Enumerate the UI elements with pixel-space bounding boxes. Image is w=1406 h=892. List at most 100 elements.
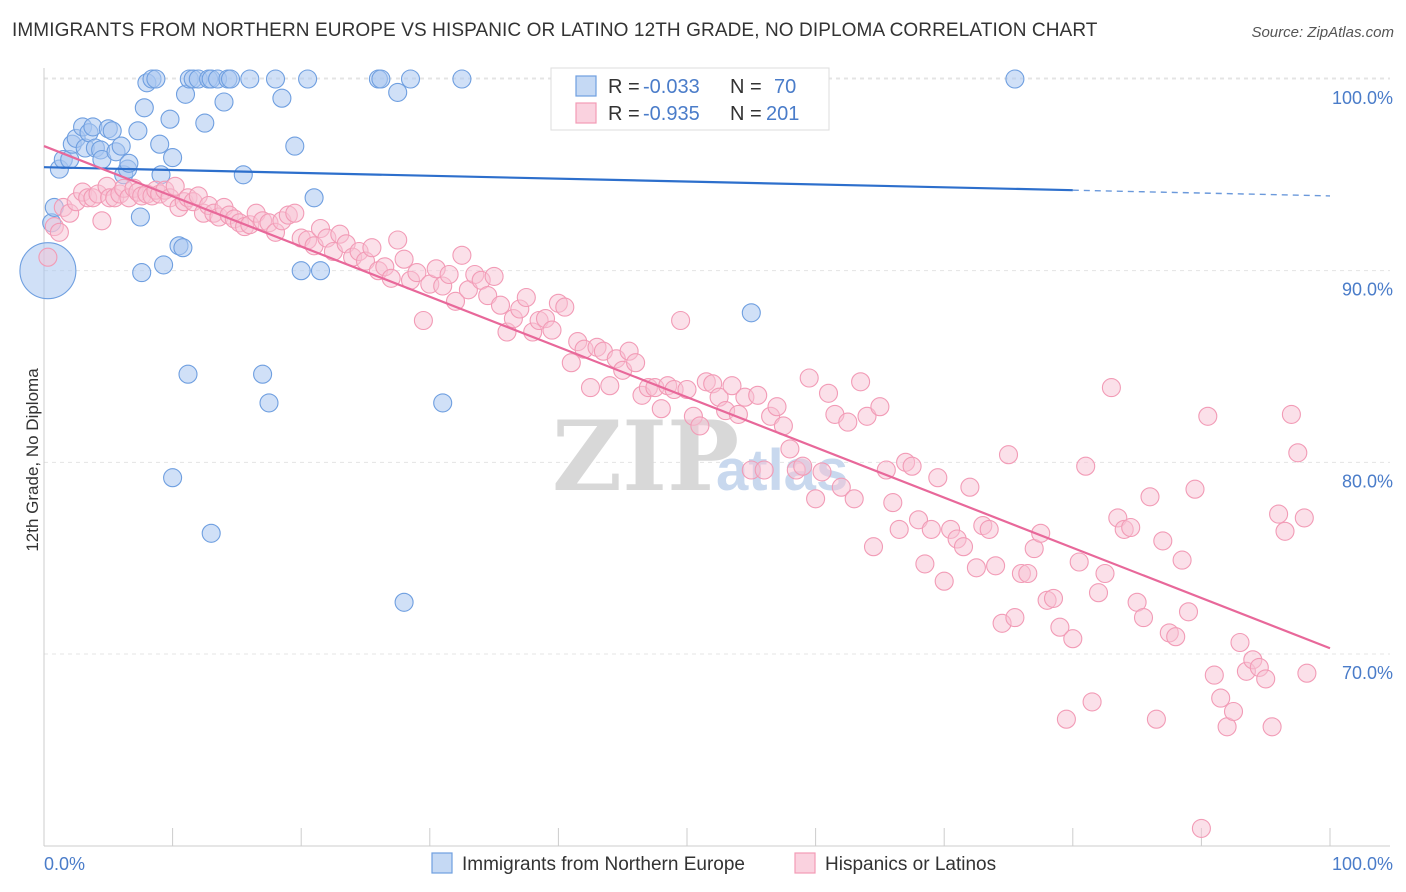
blue-point-64 [253,364,273,384]
blue-point-61 [741,303,761,323]
pink-point-200 [1262,717,1282,737]
pink-point-147 [921,519,941,539]
pink-point-182 [1146,709,1166,729]
blue-point-51 [285,136,305,156]
pink-point-90 [555,297,575,317]
pink-point-159 [998,445,1019,465]
pink-point-190 [1198,406,1218,426]
pink-point-201 [1269,504,1289,524]
pink-point-181 [1140,487,1160,507]
blue-point-68 [201,523,221,543]
trend-line-blue-extension [1072,189,1331,197]
blue-point-28 [146,69,166,89]
blue-point-54 [304,188,324,208]
blue-point-48 [240,69,260,89]
blue-point-49 [265,69,286,89]
blue-point-25 [134,98,154,118]
pink-point-199 [1256,669,1276,689]
pink-point-140 [876,460,896,480]
blue-point-66 [433,393,453,413]
pink-point-84 [516,287,536,308]
pink-point-187 [1178,602,1199,622]
blue-point-18 [111,136,131,156]
blue-point-62 [1005,69,1025,89]
pink-point-123 [767,397,787,417]
legend-box [550,67,830,131]
x-tick-label-1: 100.0% [1332,854,1393,874]
trend-line-blue [43,166,1073,192]
pink-point-64 [388,230,408,250]
pink-point-88 [542,320,562,340]
pink-point-111 [690,416,710,436]
pink-point-2 [49,222,69,242]
pink-point-105 [651,399,671,419]
legend-r-label-blue: R = [608,76,640,98]
pink-point-134 [838,412,858,432]
blue-point-50 [272,88,292,108]
pink-point-91 [561,353,581,373]
pink-point-175 [1101,378,1121,398]
pink-point-145 [908,510,929,530]
pink-point-136 [851,372,871,392]
blue-point-58 [388,82,408,102]
pink-point-204 [1288,443,1308,463]
blue-point-59 [400,69,421,89]
blue-point-57 [371,69,391,89]
bottom-legend-label-pink: Hispanics or Latinos [825,854,996,875]
pink-point-142 [889,519,909,539]
pink-point-26 [165,176,185,196]
pink-point-109 [677,379,697,400]
pink-point-97 [600,376,620,396]
pink-point-130 [812,462,832,482]
pink-point-120 [748,385,768,405]
pink-point-167 [1050,617,1070,637]
blue-point-67 [163,468,183,488]
legend-n-label-pink: N = [730,103,762,125]
pink-point-162 [1018,563,1038,584]
pink-point-154 [966,558,986,578]
pink-point-188 [1185,479,1205,499]
pink-point-189 [1191,818,1211,838]
blue-point-44 [214,92,234,112]
y-tick-label-1: 90.0% [1342,280,1393,300]
pink-point-125 [780,439,800,459]
pink-point-149 [934,571,954,591]
pink-point-203 [1281,404,1301,424]
pink-point-74 [452,245,472,265]
y-tick-label-3: 70.0% [1342,663,1393,683]
pink-point-94 [580,378,601,398]
pink-point-202 [1275,521,1295,541]
pink-point-135 [844,489,864,509]
watermark-zip: ZIP [552,400,739,513]
blue-point-29 [150,134,170,154]
pink-point-194 [1223,701,1244,722]
blue-point-31 [154,255,174,275]
pink-point-205 [1294,508,1314,528]
pink-point-10 [92,211,112,231]
source-label: Source: ZipAtlas.com [1251,24,1394,41]
y-axis-title: 12th Grade, No Diploma [23,368,42,552]
pink-point-169 [1063,629,1083,649]
blue-point-32 [160,109,180,129]
axes: 100.0% 90.0% 80.0% 70.0% 0.0% 100.0% [43,68,1393,874]
legend-swatch-blue [575,75,597,97]
pink-point-137 [857,406,877,426]
x-tick-label-0: 0.0% [44,854,85,874]
bottom-legend-label-blue: Immigrants from Northern Europe [462,854,745,875]
blue-point-16 [102,121,122,141]
pink-point-148 [928,468,948,488]
pink-point-186 [1172,550,1192,570]
blue-point-24 [132,263,152,283]
pink-point-174 [1095,563,1115,584]
pink-point-139 [870,397,890,417]
series-hispanics-latinos [38,176,1317,838]
pink-point-185 [1166,627,1186,647]
blue-point-53 [298,69,318,89]
pink-point-78 [478,286,498,306]
pink-point-152 [953,537,974,557]
pink-point-131 [818,383,839,403]
bottom-legend-swatch-blue [431,852,453,874]
legend-n-value-blue: 70 [774,76,796,98]
blue-point-40 [195,113,215,133]
